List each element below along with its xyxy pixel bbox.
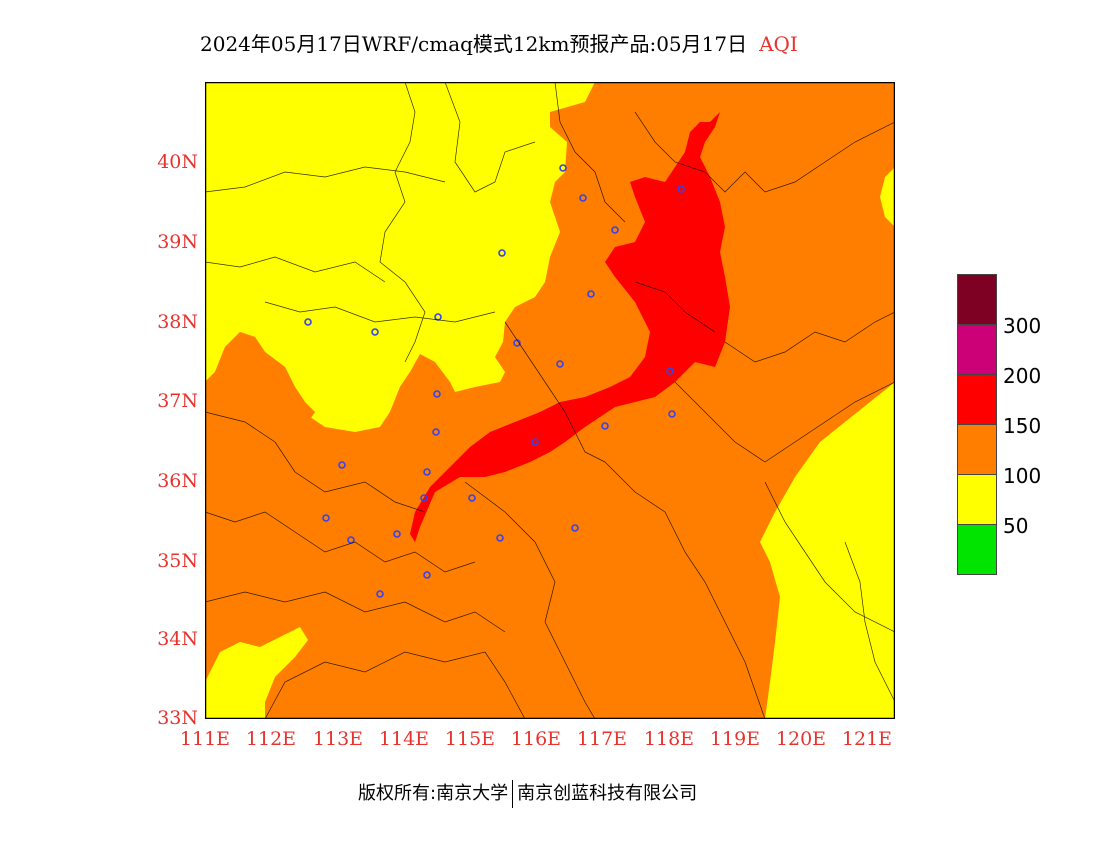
lon-label: 119E (709, 728, 761, 750)
lat-label: 40N (157, 151, 198, 173)
lon-label: 116E (510, 728, 562, 750)
city-marker (338, 461, 346, 469)
aqi-region-yellow-southwest (205, 627, 308, 719)
aqi-map-svg (204, 81, 896, 720)
city-marker (666, 367, 674, 375)
lon-label: 112E (245, 728, 297, 750)
aqi-region-orange-west-lobe (205, 332, 315, 462)
legend-swatch-very-unhealthy (957, 324, 997, 375)
city-marker (601, 422, 609, 430)
lat-label: 35N (157, 550, 198, 572)
lon-label: 117E (576, 728, 628, 750)
aqi-map (204, 81, 896, 720)
lon-label: 118E (643, 728, 695, 750)
legend-swatch-usg (957, 424, 997, 475)
lat-label: 34N (157, 628, 198, 650)
lat-label: 36N (157, 470, 198, 492)
aqi-region-orange-central-lobe (380, 354, 450, 432)
city-marker (376, 590, 384, 598)
city-marker (496, 534, 504, 542)
city-marker (468, 494, 476, 502)
city-marker (322, 514, 330, 522)
lat-label: 39N (157, 231, 198, 253)
map-frame (204, 81, 896, 720)
lat-label: 38N (157, 311, 198, 333)
footer-divider (512, 780, 514, 808)
aqi-region-yellow-east (760, 382, 895, 719)
aqi-region-yellow-northwest (205, 82, 595, 432)
aqi-region-yellow-northeast-spot (880, 167, 895, 227)
city-marker (420, 494, 428, 502)
lon-label: 121E (841, 728, 893, 750)
city-marker (559, 164, 567, 172)
legend-swatch-unhealthy (957, 374, 997, 425)
city-marker (423, 468, 431, 476)
chart-title: 2024年05月17日WRF/cmaq模式12km预报产品:05月17日 AQI (200, 28, 900, 57)
admin-boundaries (204, 81, 896, 720)
city-marker (393, 530, 401, 538)
city-marker (432, 428, 440, 436)
legend-label: 300 (1003, 314, 1042, 338)
city-marker (571, 524, 579, 532)
copyright-company: 南京创蓝科技有限公司 (517, 783, 698, 804)
aqi-legend (957, 274, 997, 575)
city-marker (371, 328, 379, 336)
city-markers (304, 164, 685, 598)
legend-label: 50 (1003, 514, 1029, 538)
city-marker (556, 360, 564, 368)
legend-label: 150 (1003, 414, 1042, 438)
legend-label: 100 (1003, 464, 1042, 488)
legend-swatch-moderate (957, 474, 997, 525)
city-marker (668, 410, 676, 418)
lon-label: 120E (775, 728, 827, 750)
legend-swatch-hazardous (957, 274, 997, 325)
city-marker (611, 226, 619, 234)
lon-label: 115E (444, 728, 496, 750)
title-text: 2024年05月17日WRF/cmaq模式12km预报产品:05月17日 (200, 32, 748, 56)
city-marker (531, 438, 539, 446)
city-marker (587, 290, 595, 298)
lon-label: 111E (179, 728, 231, 750)
title-aqi-label: AQI (759, 32, 798, 56)
legend-label: 200 (1003, 364, 1042, 388)
legend-swatch-good (957, 524, 997, 575)
lat-label: 37N (157, 390, 198, 412)
lon-label: 114E (378, 728, 430, 750)
aqi-region-red-band (410, 112, 730, 542)
city-marker (304, 318, 312, 326)
lon-label: 113E (312, 728, 364, 750)
city-marker (579, 194, 587, 202)
copyright-owner: 版权所有:南京大学 (358, 783, 509, 804)
city-marker (423, 571, 431, 579)
city-marker (498, 249, 506, 257)
city-marker (433, 390, 441, 398)
city-marker (677, 185, 685, 193)
lat-label: 33N (157, 707, 198, 729)
copyright-footer: 版权所有:南京大学 南京创蓝科技有限公司 (358, 779, 697, 808)
